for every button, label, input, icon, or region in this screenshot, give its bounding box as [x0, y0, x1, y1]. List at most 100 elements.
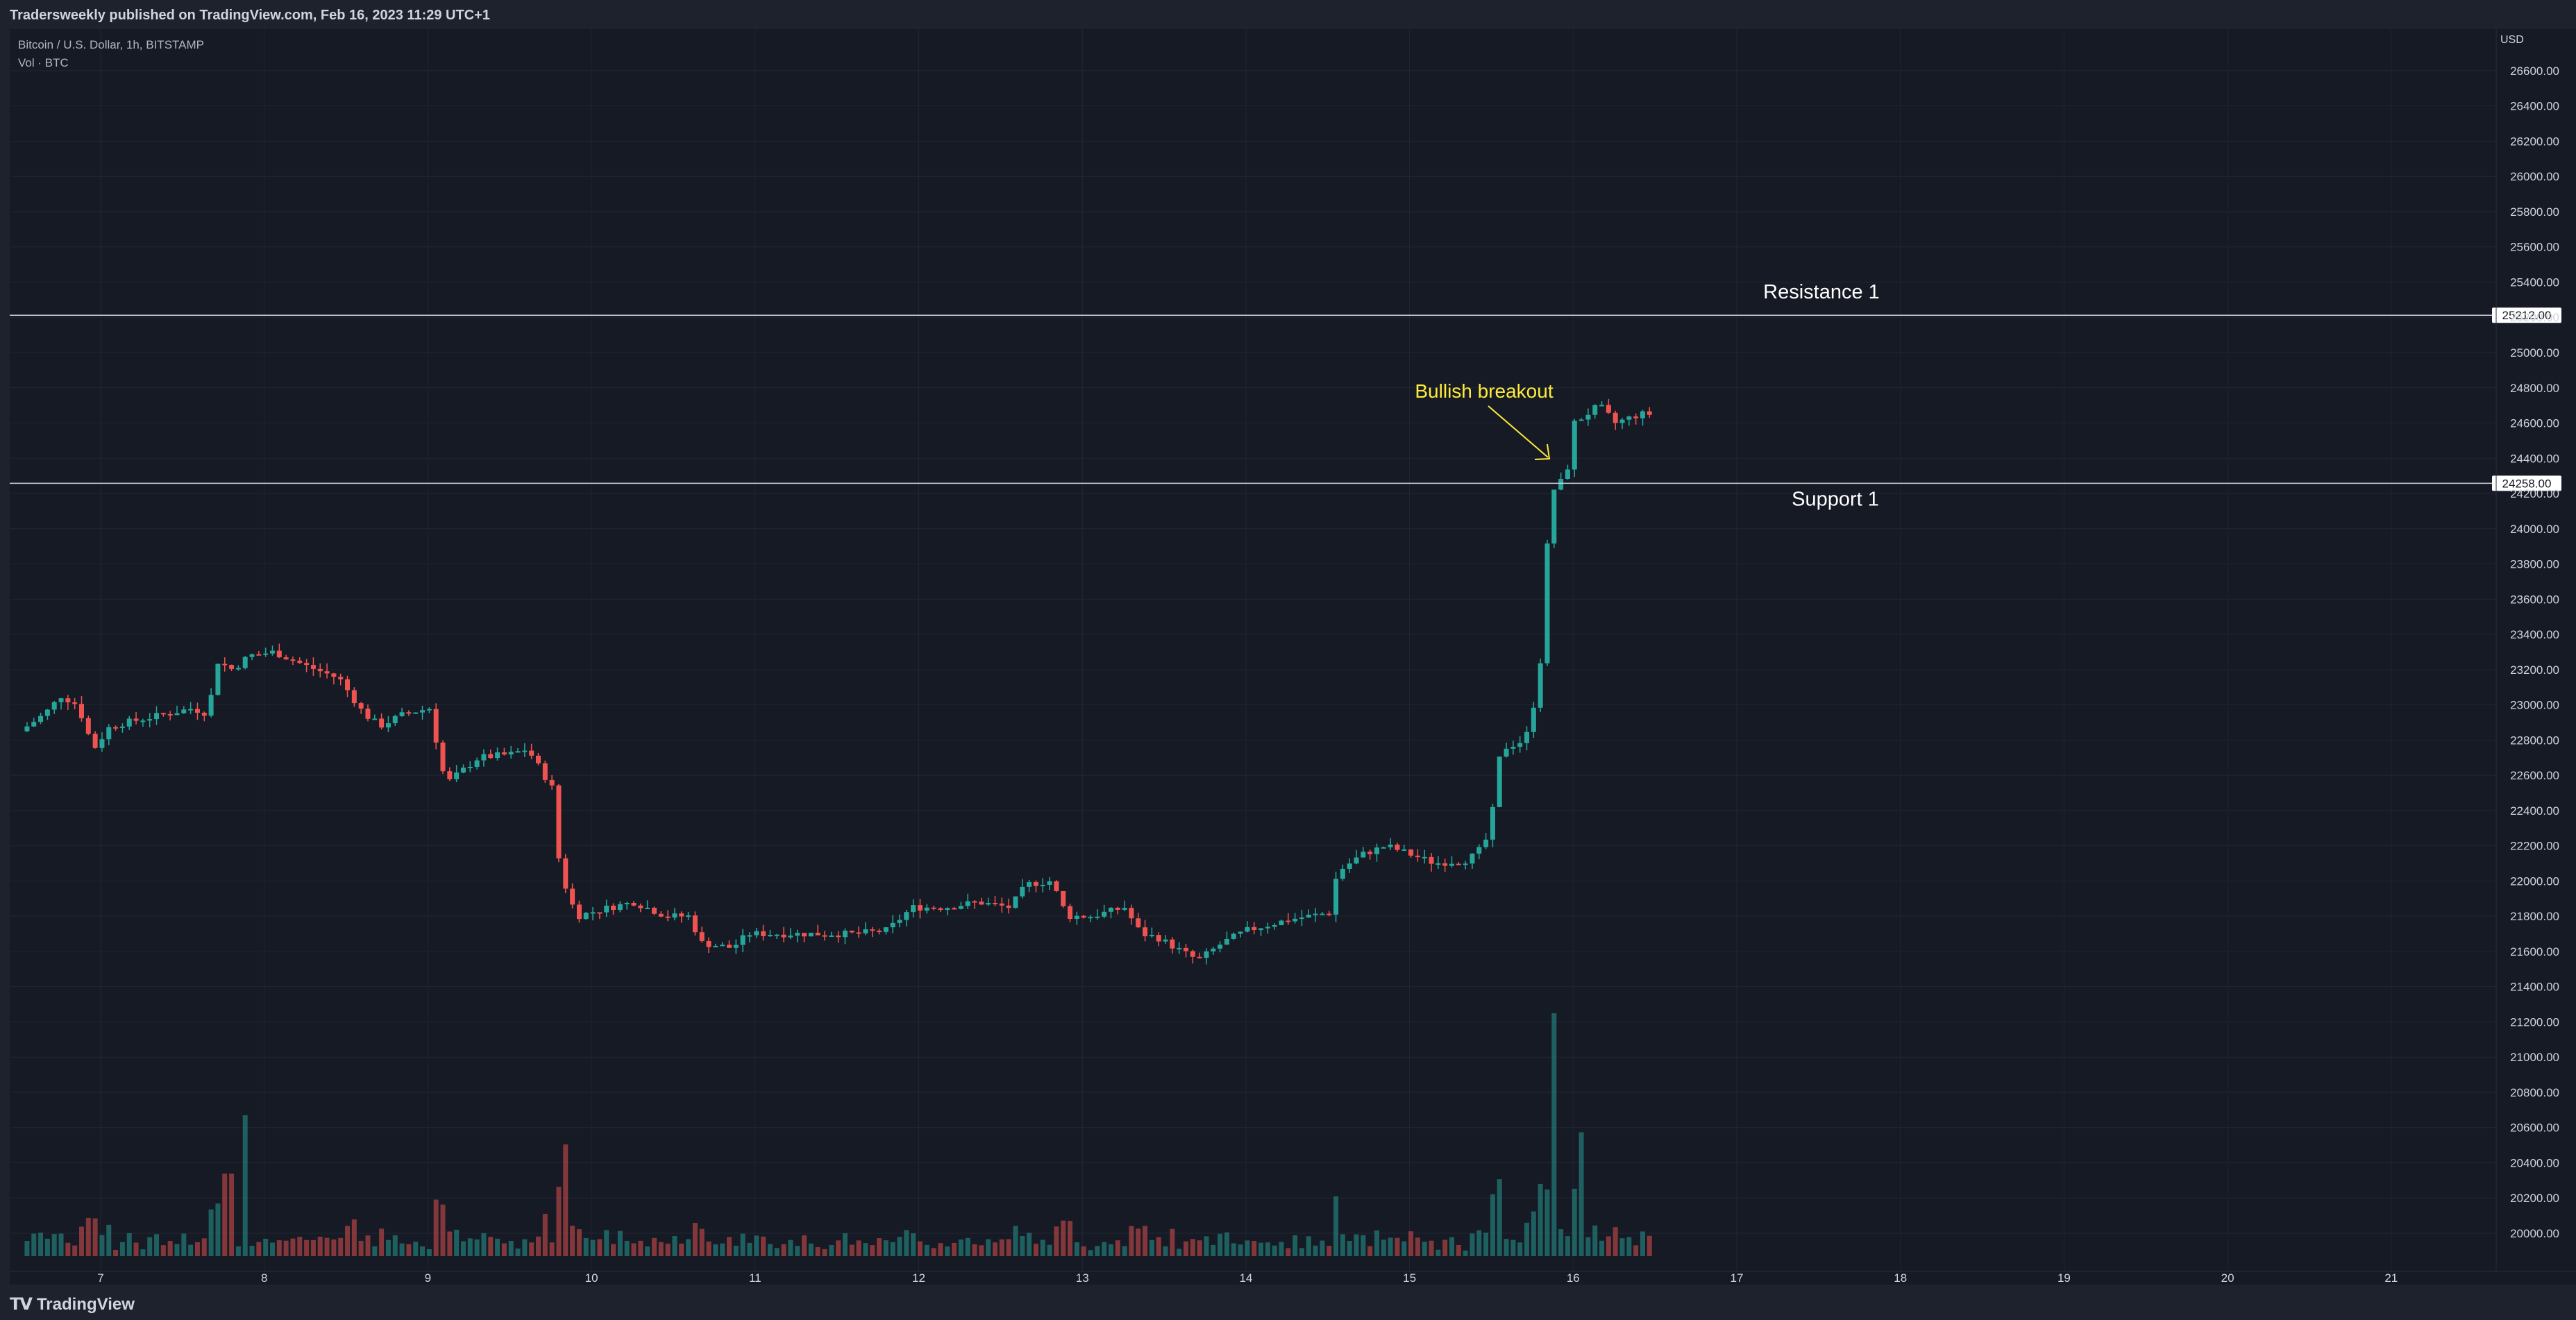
- volume-bar: [1293, 1235, 1298, 1256]
- volume-bar: [986, 1239, 991, 1256]
- volume-bar: [24, 1241, 30, 1256]
- price-tick-label: 22600.00: [2510, 769, 2559, 782]
- volume-bar: [51, 1234, 57, 1256]
- volume-bar: [1408, 1231, 1414, 1256]
- volume-bar: [99, 1235, 105, 1256]
- volume-bar: [686, 1239, 691, 1256]
- candle-body: [1306, 915, 1311, 918]
- volume-bar: [440, 1204, 446, 1256]
- volume-bar: [1517, 1242, 1523, 1256]
- candle-body: [201, 713, 207, 716]
- time-tick-label: 18: [1894, 1271, 1907, 1285]
- candle-body: [706, 941, 712, 947]
- volume-bar: [802, 1235, 807, 1256]
- candle-body: [406, 712, 412, 714]
- candle-body: [638, 905, 643, 908]
- volume-bar: [385, 1239, 391, 1256]
- volume-bar: [1074, 1242, 1079, 1256]
- time-axis[interactable]: 7 8 9 10 11 12 13 14 15 16 17 18 19 20 21: [10, 1271, 2576, 1285]
- candle-body: [1136, 918, 1141, 928]
- volume-bar: [924, 1244, 929, 1256]
- volume-bar: [1647, 1235, 1652, 1256]
- volume-bar: [945, 1246, 950, 1256]
- volume-bar: [44, 1238, 50, 1256]
- level-name-label: Support 1: [1792, 488, 1879, 510]
- volume-bar: [181, 1233, 187, 1256]
- candle-body: [1544, 543, 1550, 663]
- volume-bar: [92, 1218, 98, 1256]
- candle-body: [1531, 707, 1536, 732]
- candle-body: [1279, 920, 1284, 926]
- time-tick-label: 15: [1403, 1271, 1416, 1285]
- volume-bar: [426, 1249, 432, 1256]
- volume-bar: [447, 1231, 453, 1256]
- volume-bar: [767, 1244, 773, 1256]
- candle-body: [133, 718, 139, 721]
- candle-body: [815, 932, 820, 936]
- candle-body: [79, 704, 85, 718]
- volume-bar: [1231, 1243, 1236, 1256]
- candle-body: [256, 654, 262, 656]
- candle-body: [1252, 926, 1257, 931]
- candle-body: [1238, 931, 1243, 934]
- volume-bar: [672, 1236, 677, 1256]
- volume-bar: [740, 1233, 746, 1256]
- price-axis[interactable]: USD 26600.00 26400.00 26200.00 26000.00 25800…: [2495, 29, 2559, 1271]
- candle-body: [911, 905, 916, 913]
- volume-bar: [1136, 1228, 1141, 1256]
- candle-body: [481, 754, 487, 761]
- candle-body: [535, 755, 541, 763]
- volume-bar: [549, 1242, 555, 1256]
- price-tick-label: 24400.00: [2510, 452, 2559, 465]
- candle-body: [1476, 847, 1482, 854]
- candle-body: [1592, 405, 1598, 415]
- volume-bar: [979, 1245, 984, 1256]
- volume-bar: [140, 1249, 146, 1256]
- volume-bar: [631, 1243, 637, 1256]
- volume-bar: [836, 1240, 841, 1256]
- candle-body: [986, 903, 991, 905]
- candle-body: [890, 922, 895, 928]
- candle-body: [235, 668, 241, 670]
- volume-bar: [38, 1233, 44, 1256]
- candle-body: [1293, 918, 1298, 922]
- candle-body: [1599, 405, 1605, 407]
- volume-bar: [1054, 1226, 1059, 1256]
- candle-body: [358, 703, 364, 709]
- volume-bar: [1367, 1246, 1373, 1256]
- candle-body: [154, 713, 160, 720]
- chart-area[interactable]: 25212.00 Resistance 1 24258.00 Support 1 Bu…: [10, 29, 2576, 1285]
- candle-body: [658, 913, 664, 917]
- volume-bar: [1449, 1237, 1454, 1256]
- time-tick-label: 7: [97, 1271, 103, 1285]
- price-tick-label: 23600.00: [2510, 593, 2559, 606]
- volume-bar: [481, 1233, 487, 1256]
- candle-body: [931, 907, 936, 909]
- candle-body: [1551, 489, 1557, 544]
- time-tick-label: 19: [2057, 1271, 2071, 1285]
- footer: 𝗧𝗩 TradingView: [0, 1285, 2576, 1320]
- candle-body: [631, 903, 637, 906]
- candle-body: [58, 698, 64, 702]
- volume-bar: [1327, 1246, 1332, 1256]
- volume-bar: [1613, 1227, 1618, 1256]
- candle-body: [761, 931, 766, 936]
- candle-body: [1286, 920, 1291, 922]
- volume-bar: [215, 1203, 221, 1256]
- volume-bar: [188, 1244, 194, 1256]
- candle-body: [1456, 863, 1461, 865]
- candle-body: [1367, 852, 1373, 854]
- volume-bar: [570, 1226, 575, 1256]
- candle-body: [365, 709, 371, 719]
- tradingview-logo[interactable]: 𝗧𝗩 TradingView: [10, 1294, 135, 1314]
- volume-bar: [413, 1242, 419, 1256]
- candle-body: [1490, 806, 1495, 840]
- candle-body: [1510, 747, 1516, 749]
- price-chart-svg[interactable]: 25212.00 Resistance 1 24258.00 Support 1 Bu…: [10, 29, 2576, 1285]
- candle-body: [1354, 857, 1359, 864]
- candle-body: [665, 916, 671, 918]
- candle-body: [1381, 847, 1386, 849]
- volume-bar: [1544, 1190, 1550, 1256]
- volume-bar: [119, 1242, 125, 1256]
- candle-body: [590, 912, 596, 914]
